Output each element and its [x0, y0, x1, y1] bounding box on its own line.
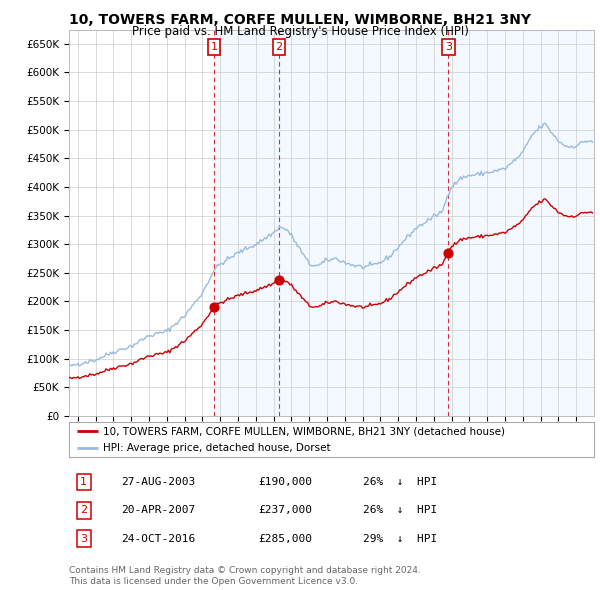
- Text: 29%  ↓  HPI: 29% ↓ HPI: [363, 534, 437, 543]
- Text: 1: 1: [80, 477, 87, 487]
- Text: 27-AUG-2003: 27-AUG-2003: [121, 477, 196, 487]
- Text: 1: 1: [211, 42, 218, 52]
- Text: 3: 3: [80, 534, 87, 543]
- Text: Contains HM Land Registry data © Crown copyright and database right 2024.: Contains HM Land Registry data © Crown c…: [69, 566, 421, 575]
- Text: 2: 2: [80, 506, 87, 515]
- Text: £237,000: £237,000: [258, 506, 312, 515]
- Text: 3: 3: [445, 42, 452, 52]
- Point: [274, 276, 284, 285]
- Text: £190,000: £190,000: [258, 477, 312, 487]
- Bar: [214, 30, 279, 416]
- Text: 24-OCT-2016: 24-OCT-2016: [121, 534, 196, 543]
- Text: Price paid vs. HM Land Registry's House Price Index (HPI): Price paid vs. HM Land Registry's House …: [131, 25, 469, 38]
- Bar: [279, 30, 448, 416]
- Text: 2: 2: [275, 42, 283, 52]
- Text: This data is licensed under the Open Government Licence v3.0.: This data is licensed under the Open Gov…: [69, 577, 358, 586]
- Text: 10, TOWERS FARM, CORFE MULLEN, WIMBORNE, BH21 3NY: 10, TOWERS FARM, CORFE MULLEN, WIMBORNE,…: [69, 13, 531, 27]
- Text: HPI: Average price, detached house, Dorset: HPI: Average price, detached house, Dors…: [103, 442, 331, 453]
- Text: 10, TOWERS FARM, CORFE MULLEN, WIMBORNE, BH21 3NY (detached house): 10, TOWERS FARM, CORFE MULLEN, WIMBORNE,…: [103, 427, 505, 437]
- Text: 26%  ↓  HPI: 26% ↓ HPI: [363, 506, 437, 515]
- Text: 26%  ↓  HPI: 26% ↓ HPI: [363, 477, 437, 487]
- Text: £285,000: £285,000: [258, 534, 312, 543]
- Bar: [448, 30, 594, 416]
- Text: 20-APR-2007: 20-APR-2007: [121, 506, 196, 515]
- Point: [443, 248, 453, 257]
- Point: [209, 303, 219, 312]
